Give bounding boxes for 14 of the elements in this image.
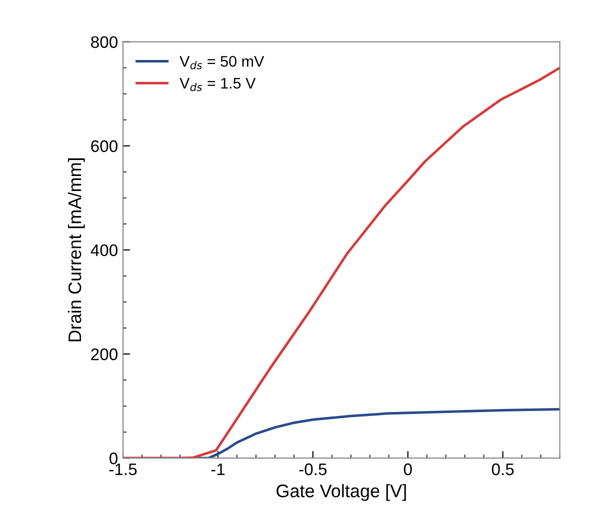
x-tick-label: -1.5 bbox=[109, 464, 137, 476]
x-axis-title: Gate Voltage [V] bbox=[276, 484, 406, 501]
y-tick-label: 200 bbox=[91, 348, 118, 360]
y-tick-label: 0 bbox=[110, 452, 118, 464]
y-tick-label: 800 bbox=[91, 36, 118, 48]
x-tick-label: 0.5 bbox=[492, 463, 514, 476]
y-axis-title: Drain Current [mA/mm] bbox=[68, 158, 85, 342]
x-tick-label: -0.5 bbox=[299, 463, 327, 476]
y-tick-label: 400 bbox=[90, 244, 118, 256]
x-tick-label: -1 bbox=[211, 464, 225, 476]
y-tick-label: 600 bbox=[91, 140, 118, 152]
legend-label: V$_{ds}$ = 50 mV bbox=[180, 56, 264, 70]
legend-label: V$_{ds}$ = 1.5 V bbox=[180, 78, 256, 92]
x-tick-label: 0 bbox=[404, 463, 412, 476]
